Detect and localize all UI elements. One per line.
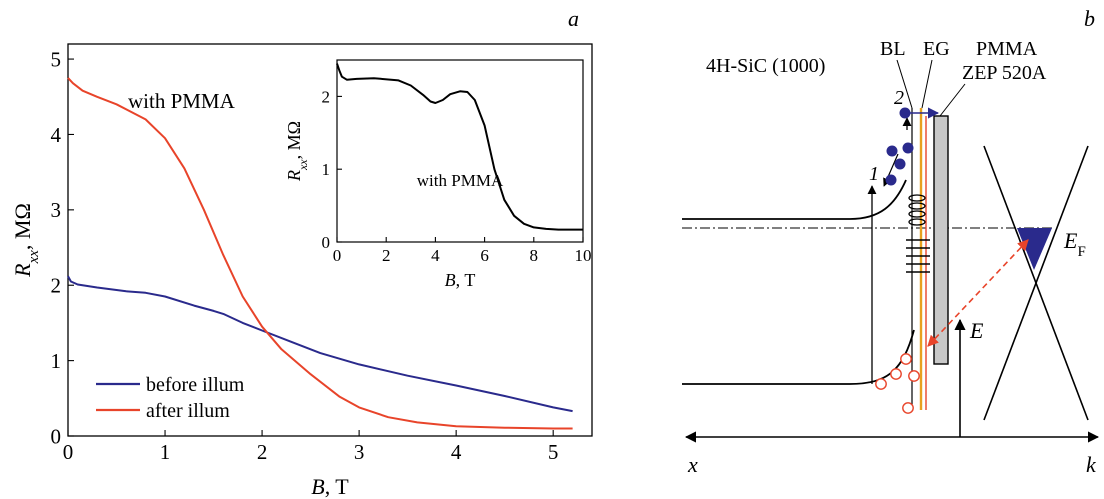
electrons	[885, 107, 914, 186]
panel-b-diagram: b x k E 4H-SiC (1000) BL EG PMMA ZEP 520…	[682, 6, 1100, 477]
main-y-ticks: 0 1 2 3 4 5	[51, 47, 74, 448]
fermi-label-main: E	[1063, 228, 1078, 253]
inset-y-tick-label: 2	[322, 87, 331, 106]
quantum-states-coil	[906, 194, 930, 273]
bl-label: BL	[880, 38, 906, 60]
transition-2-label: 2	[894, 87, 904, 109]
main-y-tick-label: 3	[51, 198, 62, 222]
main-x-tick-label: 3	[354, 440, 365, 464]
inset-y-tick-label: 1	[322, 160, 331, 179]
main-x-tick-label: 0	[63, 440, 74, 464]
dirac-cone-line-2	[983, 145, 1089, 421]
series-before-illum	[67, 275, 573, 413]
main-x-tick-label: 5	[548, 440, 559, 464]
transition-1-label: 1	[869, 163, 879, 185]
inset-plot-frame	[336, 59, 584, 243]
conduction-band	[682, 179, 907, 220]
inset-x-tick-label: 4	[431, 246, 440, 265]
main-x-axis-label: B, T	[311, 474, 349, 499]
inset-x-ticks: 0 2 4 6 8 10	[333, 237, 592, 265]
inset-y-axis-label-sub: xx	[296, 159, 310, 171]
main-y-axis-label-var: R	[10, 263, 35, 278]
dirac-cone-filled-states	[1017, 228, 1052, 270]
inset-chart: 0 2 4 6 8 10 0 1 2 with PMMA B, T Rxx, MΩ	[284, 59, 592, 290]
eg-label: EG	[923, 38, 950, 60]
main-y-axis-label-unit: , MΩ	[10, 203, 35, 250]
inset-annotation: with PMMA	[417, 171, 504, 190]
zep-label: ZEP 520A	[962, 62, 1047, 84]
valence-band	[682, 329, 915, 385]
inset-y-tick-label: 0	[322, 233, 331, 252]
main-y-tick-label: 5	[51, 47, 62, 71]
inset-x-axis-label: B, T	[445, 270, 476, 290]
inset-x-tick-label: 0	[333, 246, 342, 265]
main-x-axis-label-unit: , T	[325, 474, 350, 499]
inset-series-with-pmma	[336, 63, 583, 231]
panel-a-label: a	[568, 6, 579, 31]
charge-transfer-arrow	[927, 239, 1029, 347]
inset-x-axis-label-unit: , T	[456, 270, 476, 290]
inset-x-tick-label: 10	[575, 246, 592, 265]
main-y-axis-label: Rxx, MΩ	[10, 203, 42, 278]
inset-y-ticks: 0 1 2	[322, 87, 342, 252]
inset-y-axis-label-var: R	[284, 170, 304, 182]
pmma-layer	[933, 115, 949, 365]
bl-pointer	[896, 59, 913, 109]
substrate-label-text: 4H-SiC (1000)	[706, 55, 825, 77]
legend: before illum after illum	[96, 374, 245, 422]
main-y-tick-label: 2	[51, 274, 62, 298]
panel-b-label: b	[1084, 6, 1095, 31]
inset-y-axis-label: Rxx, MΩ	[284, 121, 310, 182]
main-y-tick-label: 0	[51, 424, 62, 448]
inset-x-tick-label: 2	[382, 246, 391, 265]
inset-y-axis-label-unit: , MΩ	[284, 121, 304, 159]
main-series-lines	[67, 77, 573, 430]
main-y-tick-label: 4	[51, 123, 62, 147]
inset-x-tick-label: 6	[480, 246, 489, 265]
main-x-tick-label: 4	[451, 440, 462, 464]
fermi-label: EF	[1063, 228, 1086, 260]
holes	[875, 353, 920, 414]
main-x-ticks: 0 1 2 3 4 5	[63, 430, 559, 464]
main-annotation: with PMMA	[128, 89, 236, 113]
legend-label-after: after illum	[146, 400, 230, 422]
fermi-label-sub: F	[1077, 244, 1085, 260]
zep-pointer	[939, 83, 966, 117]
inset-x-axis-label-var: B	[445, 270, 456, 290]
main-x-axis-label-var: B	[311, 474, 324, 499]
main-y-axis-label-sub: xx	[26, 250, 42, 265]
legend-label-before: before illum	[146, 374, 245, 396]
eg-pointer	[921, 59, 933, 109]
series-after-illum	[67, 77, 573, 430]
axis-k-label: k	[1086, 452, 1097, 477]
axis-x-label: x	[687, 452, 698, 477]
main-y-tick-label: 1	[51, 349, 62, 373]
main-plot-frame	[67, 43, 593, 437]
pmma-label: PMMA	[976, 38, 1038, 60]
inset-series-lines	[336, 63, 583, 231]
energy-axis-label: E	[969, 318, 984, 343]
inset-x-tick-label: 8	[530, 246, 539, 265]
main-x-tick-label: 2	[257, 440, 268, 464]
main-x-tick-label: 1	[160, 440, 171, 464]
substrate-label: 4H-SiC (1000)	[706, 55, 825, 77]
